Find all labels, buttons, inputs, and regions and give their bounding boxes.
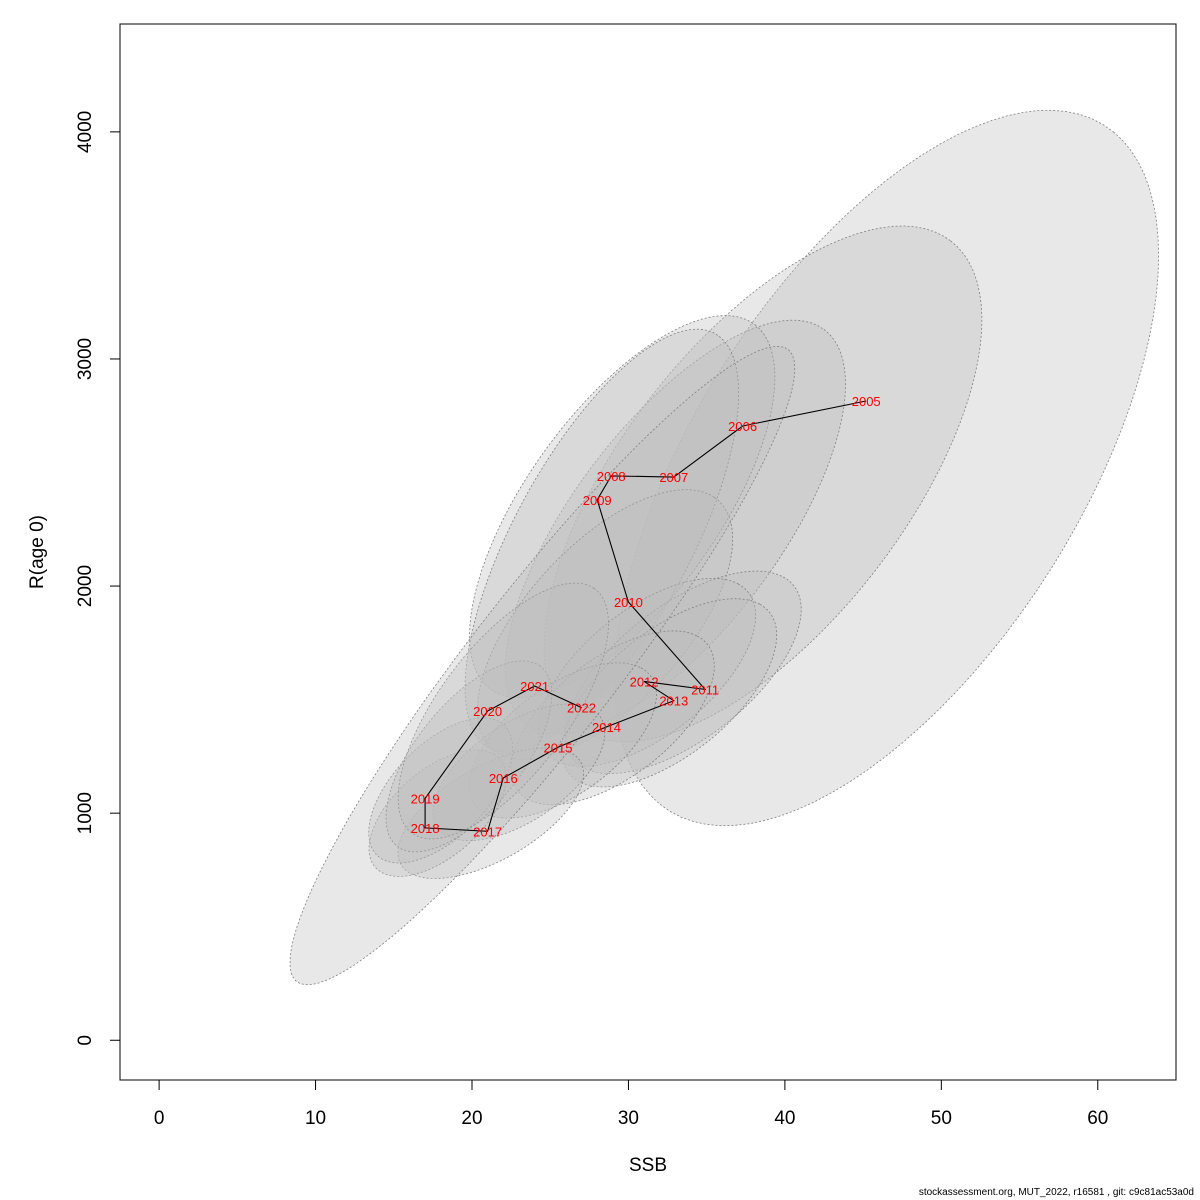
- confidence-ellipse-2020: [385, 660, 553, 853]
- trajectory-line: [424, 400, 867, 832]
- x-axis: 0 10 20 30 40 50 60: [154, 1079, 1108, 1129]
- point-label-2007: 2007: [659, 470, 688, 485]
- x-axis-title: SSB: [629, 1155, 667, 1176]
- point-label-2021: 2021: [520, 679, 549, 694]
- confidence-ellipse-2015: [468, 662, 657, 819]
- point-label-2019: 2019: [411, 791, 440, 806]
- point-label-2010: 2010: [614, 595, 643, 610]
- point-label-2014: 2014: [592, 720, 621, 735]
- x-tick-label: 20: [461, 1108, 482, 1129]
- point-label-2012: 2012: [630, 674, 659, 689]
- confidence-ellipse-2022: [289, 345, 796, 986]
- confidence-ellipse-2019: [368, 717, 514, 864]
- x-tick-label: 30: [618, 1108, 639, 1129]
- confidence-ellipses: [289, 109, 1160, 986]
- y-axis: 0 1000 2000 3000 4000: [75, 111, 121, 1046]
- confidence-ellipse-2005: [614, 109, 1160, 827]
- confidence-ellipse-2014: [510, 630, 715, 806]
- y-tick-label: 3000: [75, 338, 96, 380]
- footer-credit: stockassessment.org, MUT_2022, r16581 , …: [918, 1187, 1194, 1198]
- confidence-ellipse-2009: [464, 328, 740, 753]
- trajectory-polyline: [424, 400, 867, 832]
- y-tick-label: 4000: [75, 111, 96, 153]
- point-label-2022: 2022: [567, 701, 596, 716]
- confidence-ellipse-2010: [476, 489, 734, 761]
- confidence-ellipse-2016: [432, 703, 606, 842]
- point-label-2011: 2011: [691, 682, 719, 697]
- confidence-ellipse-2017: [397, 747, 585, 879]
- y-tick-label: 2000: [75, 565, 96, 607]
- point-label-2006: 2006: [728, 419, 757, 434]
- confidence-ellipse-2021: [397, 582, 609, 840]
- point-label-2013: 2013: [659, 694, 688, 709]
- point-label-2015: 2015: [544, 740, 573, 755]
- point-label-2020: 2020: [473, 704, 502, 719]
- confidence-ellipse-2013: [561, 598, 778, 788]
- confidence-ellipse-2012: [538, 577, 757, 767]
- x-tick-label: 60: [1087, 1108, 1108, 1129]
- point-label-2008: 2008: [597, 469, 626, 484]
- confidence-ellipse-2006: [543, 225, 983, 743]
- point-label-2016: 2016: [489, 771, 518, 786]
- point-label-2009: 2009: [583, 493, 612, 508]
- y-tick-label: 0: [75, 1035, 96, 1046]
- point-label-2017: 2017: [473, 824, 502, 839]
- y-tick-label: 1000: [75, 792, 96, 834]
- x-tick-label: 10: [305, 1108, 326, 1129]
- confidence-ellipse-2008: [469, 315, 776, 699]
- confidence-ellipse-2018: [368, 749, 507, 877]
- y-axis-title: R(age 0): [27, 515, 48, 589]
- confidence-ellipse-2011: [564, 570, 802, 775]
- point-label-2018: 2018: [411, 821, 440, 836]
- x-tick-label: 0: [154, 1108, 165, 1129]
- x-tick-label: 40: [774, 1108, 795, 1129]
- point-label-2005: 2005: [852, 394, 881, 409]
- x-tick-label: 50: [931, 1108, 952, 1129]
